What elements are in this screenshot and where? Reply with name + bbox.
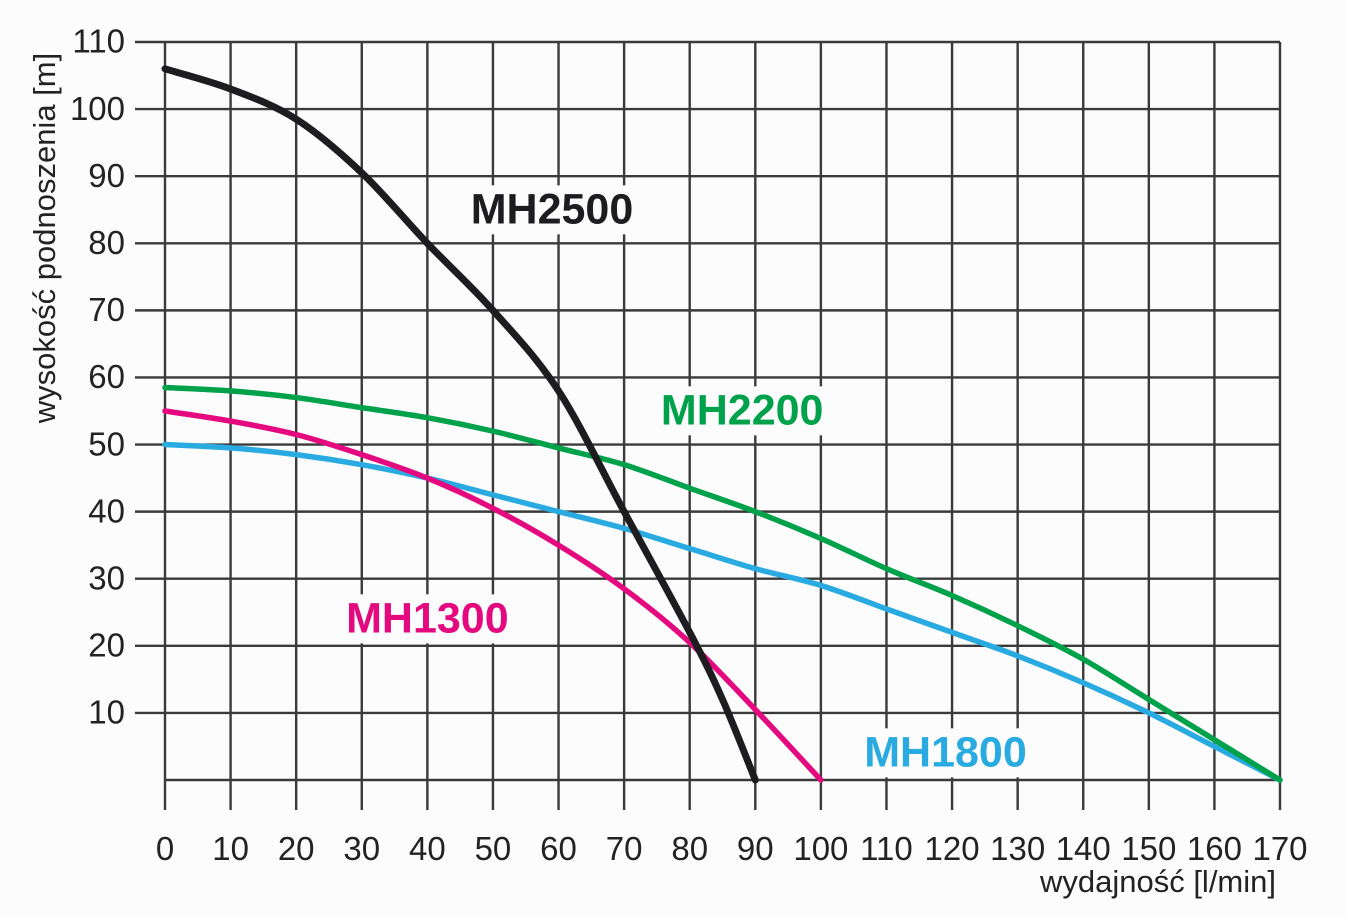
x-tick-label-120: 120 (925, 830, 980, 867)
x-tick-label-40: 40 (409, 830, 446, 867)
x-tick-label-80: 80 (671, 830, 708, 867)
x-tick-label-160: 160 (1187, 830, 1242, 867)
curve-mh1300 (162, 408, 824, 783)
x-tick-label-170: 170 (1252, 830, 1307, 867)
x-tick-label-140: 140 (1056, 830, 1111, 867)
y-tick-label-100: 100 (70, 90, 125, 127)
x-tick-label-60: 60 (540, 830, 577, 867)
y-tick-label-20: 20 (88, 627, 125, 664)
y-tick-label-110: 110 (72, 23, 125, 60)
y-tick-label-50: 50 (88, 425, 125, 462)
y-tick-label-90: 90 (88, 157, 125, 194)
x-tick-label-110: 110 (860, 830, 913, 867)
y-axis-title: wysokość podnoszenia [m] (27, 52, 62, 424)
curve-mh2500 (161, 65, 759, 784)
curve-mh2200 (162, 384, 1283, 783)
x-tick-label-50: 50 (475, 830, 512, 867)
series-label-mh1800: MH1800 (854, 728, 1037, 778)
y-tick-label-10: 10 (88, 694, 125, 731)
y-tick-label-80: 80 (88, 224, 125, 261)
series-label-mh1300: MH1300 (336, 594, 519, 644)
curve-mh1800 (162, 441, 1283, 783)
x-tick-label-150: 150 (1121, 830, 1176, 867)
y-tick-label-30: 30 (88, 559, 125, 596)
x-tick-label-10: 10 (212, 830, 249, 867)
y-tick-label-60: 60 (88, 358, 125, 395)
x-tick-label-100: 100 (793, 830, 848, 867)
x-axis-title: wydajność [l/min] (1039, 864, 1276, 899)
x-tick-label-20: 20 (278, 830, 315, 867)
x-tick-label-130: 130 (990, 830, 1045, 867)
series-label-mh2500: MH2500 (460, 185, 644, 235)
y-tick-label-40: 40 (88, 492, 125, 529)
series-label-mh2200: MH2200 (650, 386, 834, 436)
x-tick-label-0: 0 (156, 830, 174, 867)
y-tick-label-70: 70 (88, 291, 125, 328)
x-tick-label-70: 70 (606, 830, 643, 867)
x-tick-label-90: 90 (737, 830, 774, 867)
x-tick-label-30: 30 (343, 830, 380, 867)
